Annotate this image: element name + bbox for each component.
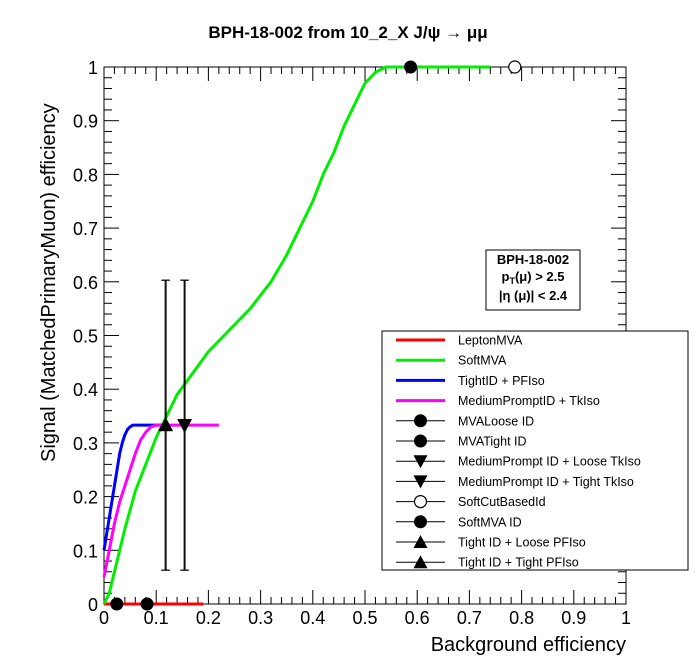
x-tick-label: 0.3 (248, 608, 273, 628)
info-box: BPH-18-002 pT(μ) > 2.5 |η (μ)| < 2.4 (485, 249, 581, 311)
legend-label: MediumPrompt ID + Tight TkIso (458, 475, 634, 489)
info-box-line2-rest: (μ) > 2.5 (515, 269, 565, 284)
legend-label: Tight ID + Loose PFIso (458, 536, 586, 550)
y-tick-label: 0.5 (73, 327, 98, 347)
series-layer (102, 65, 491, 606)
x-axis-ticks: 0 0.1 0.2 0.3 0.4 0.5 0.6 0.7 0.8 0.9 1 (99, 67, 631, 628)
legend-entry-softcutbasedid: SoftCutBasedId (396, 495, 546, 509)
info-box-line3: |η (μ)| < 2.4 (499, 288, 568, 303)
x-tick-label: 0.8 (509, 608, 534, 628)
series-line-tightid-pfiso (102, 423, 167, 551)
legend-entry-softmva-id: SoftMVA ID (396, 515, 522, 529)
x-tick-label: 0.7 (457, 608, 482, 628)
legend-swatch-marker (413, 555, 428, 569)
x-tick-label: 0 (99, 608, 109, 628)
legend-swatch-marker (413, 455, 428, 469)
y-axis-label: Signal (MatchedPrimaryMuon) efficiency (38, 103, 60, 462)
legend-swatch-marker (414, 434, 427, 448)
y-tick-label: 0.1 (73, 541, 98, 561)
marker-mvatight-id (140, 597, 154, 611)
y-tick-label: 0.8 (73, 165, 98, 185)
legend-label: SoftMVA (458, 354, 507, 368)
legend-label: Tight ID + Tight PFIso (458, 556, 579, 570)
y-tick-label: 0.7 (73, 219, 98, 239)
legend-entry-mediumprompt-id-loose-tkiso: MediumPrompt ID + Loose TkIso (396, 455, 641, 469)
marker-tight-id-tight-pfiso (159, 418, 174, 432)
info-box-line2-main: p (502, 269, 510, 284)
x-tick-label: 0.4 (300, 608, 325, 628)
legend-swatch-marker (414, 414, 427, 428)
info-box-line2-sub: T (509, 276, 515, 286)
legend-entries: LeptonMVA SoftMVA TightID + PFIso MediumPro… (396, 334, 641, 570)
legend-entry-tight-id-tight-pfiso: Tight ID + Tight PFIso (396, 555, 579, 570)
legend-label: SoftCutBasedId (458, 495, 546, 509)
legend-frame (381, 330, 689, 571)
marker-softmva-id (404, 60, 418, 74)
marker-layer (110, 60, 522, 611)
legend-entry-tight-id-loose-pfiso: Tight ID + Loose PFIso (396, 535, 586, 550)
legend-label: TightID + PFIso (458, 374, 545, 388)
y-tick-label: 0.2 (73, 488, 98, 508)
legend-entry-mediumpromptid-tkiso: MediumPromptID + TkIso (396, 394, 600, 408)
x-tick-label: 0.1 (144, 608, 169, 628)
legend-entry-mvaloose-id: MVALoose ID (396, 414, 534, 428)
legend-entry-softmva: SoftMVA (396, 354, 507, 368)
x-tick-label: 0.5 (352, 608, 377, 628)
legend-swatch-marker (413, 535, 428, 548)
legend-entry-mediumprompt-id-tight-tkiso: MediumPrompt ID + Tight TkIso (396, 475, 634, 489)
y-tick-label: 0.4 (73, 380, 98, 400)
x-tick-label: 0.6 (405, 608, 430, 628)
legend-label: MediumPrompt ID + Loose TkIso (458, 455, 641, 469)
y-tick-label: 0.6 (73, 273, 98, 293)
info-box-frame (485, 249, 581, 311)
y-tick-label: 1 (88, 58, 98, 78)
legend-label: MVATight ID (458, 435, 527, 449)
legend-entry-leptonmva: LeptonMVA (396, 334, 523, 348)
x-tick-label: 0.2 (196, 608, 221, 628)
info-box-line1: BPH-18-002 (497, 252, 569, 267)
chart-title: BPH-18-002 from 10_2_X J/ψ → μμ (208, 23, 487, 42)
series-line-softmva (102, 65, 491, 605)
legend-swatch-marker (413, 495, 428, 509)
marker-softcutbasedid (508, 60, 522, 74)
legend-entry-tightid-pfiso: TightID + PFIso (396, 374, 545, 388)
legend-label: MediumPromptID + TkIso (458, 394, 600, 408)
legend-label: LeptonMVA (458, 334, 523, 348)
x-axis-label: Background efficiency (431, 634, 626, 656)
marker-mediumprompt-id-tight-tkiso (178, 419, 193, 433)
y-tick-label: 0.3 (73, 434, 98, 454)
y-tick-label: 0.9 (73, 112, 98, 132)
info-box-line2: pT(μ) > 2.5 (502, 269, 565, 286)
x-tick-label: 1 (621, 608, 631, 628)
marker-mvaloose-id (110, 597, 124, 611)
legend-label: MVALoose ID (458, 414, 534, 428)
legend-label: SoftMVA ID (458, 515, 522, 529)
legend-swatch-marker (413, 475, 428, 489)
series-line-mediumpromptid-tkiso (102, 423, 219, 578)
legend: LeptonMVA SoftMVA TightID + PFIso MediumPro… (381, 330, 689, 571)
legend-entry-mvatight-id: MVATight ID (396, 434, 527, 449)
y-tick-label: 0 (88, 595, 98, 615)
x-tick-label: 0.9 (561, 608, 586, 628)
legend-swatch-marker (414, 515, 427, 529)
